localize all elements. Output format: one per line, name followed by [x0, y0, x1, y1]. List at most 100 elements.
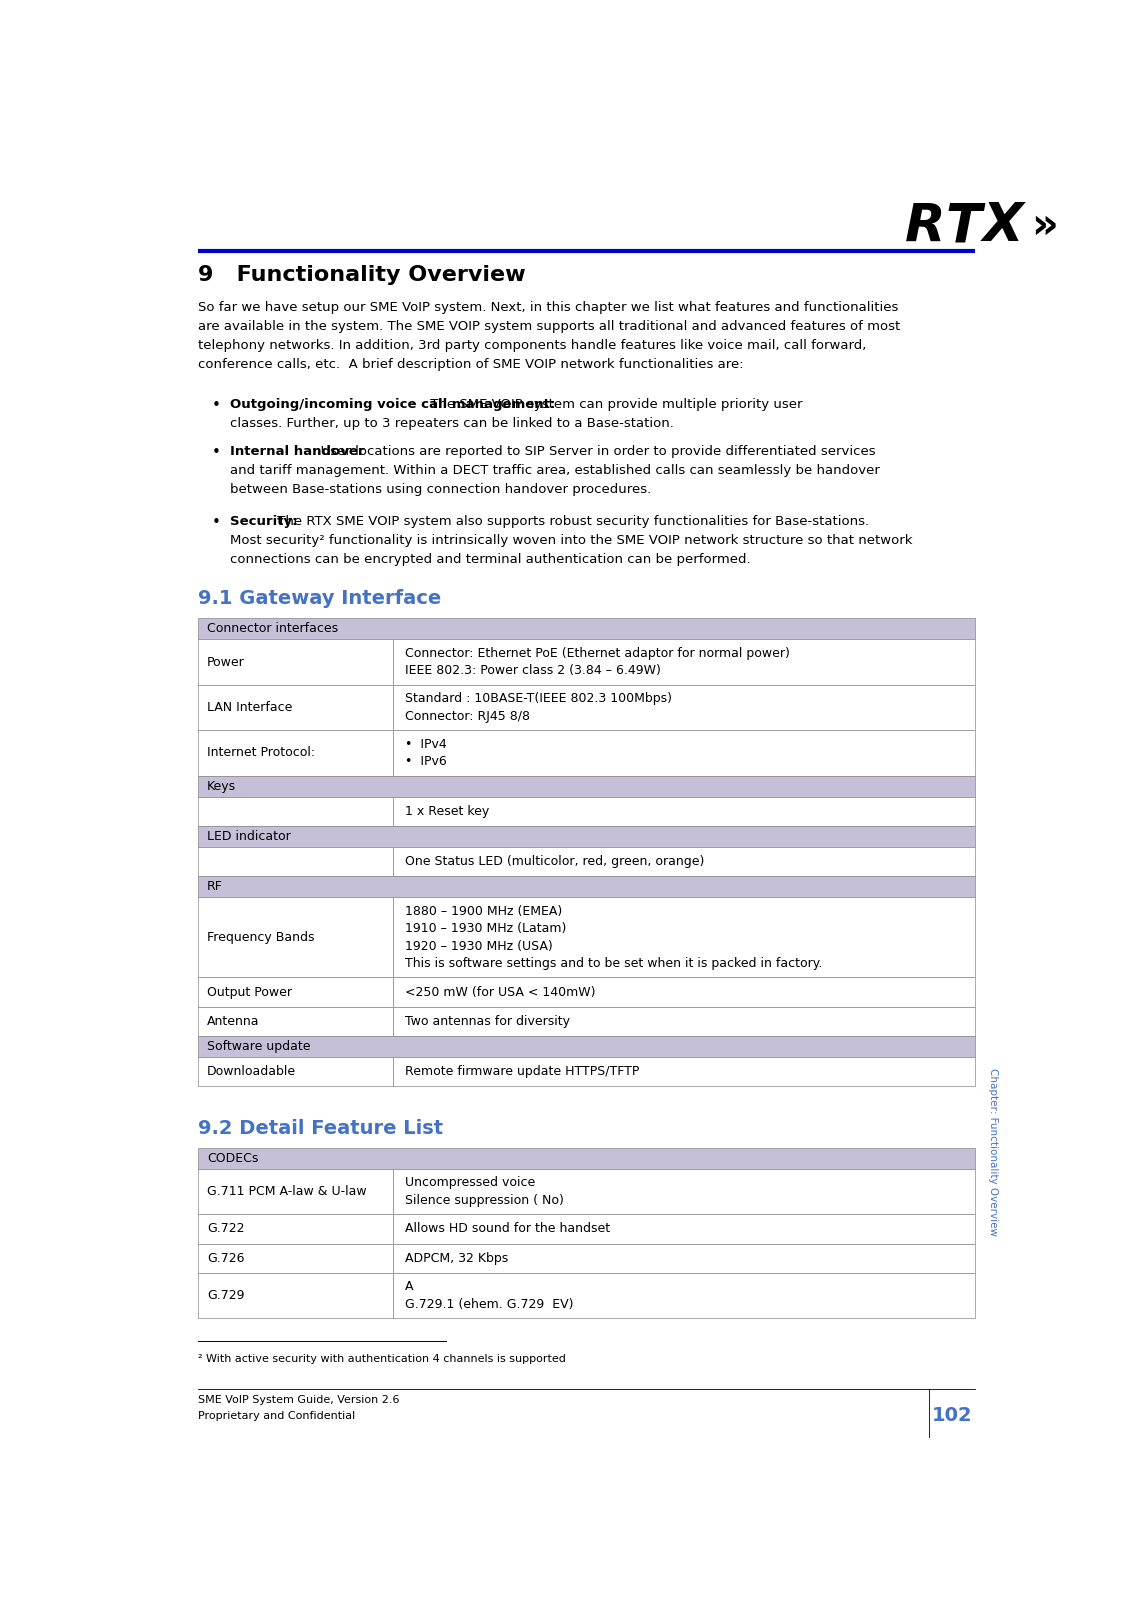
Bar	[393, 977, 975, 1006]
Text: Power: Power	[207, 656, 245, 669]
Text: Uncompressed voice: Uncompressed voice	[404, 1177, 535, 1190]
Text: RF: RF	[207, 880, 222, 893]
Bar	[197, 1006, 393, 1035]
Bar	[197, 898, 393, 977]
Text: 1880 – 1900 MHz (EMEA): 1880 – 1900 MHz (EMEA)	[404, 906, 562, 919]
Text: Connector: RJ45 8/8: Connector: RJ45 8/8	[404, 709, 530, 722]
Bar	[393, 1214, 975, 1243]
Bar	[393, 1057, 975, 1086]
Text: 102: 102	[932, 1406, 972, 1425]
Text: One Status LED (multicolor, red, green, orange): One Status LED (multicolor, red, green, …	[404, 855, 704, 868]
Bar	[393, 1006, 975, 1035]
Bar	[393, 797, 975, 826]
Bar	[393, 1243, 975, 1272]
Text: G.729.1 (ehem. G.729  EV): G.729.1 (ehem. G.729 EV)	[404, 1298, 573, 1311]
Text: Internet Protocol:: Internet Protocol:	[207, 747, 316, 760]
Bar	[197, 847, 393, 876]
Bar	[197, 1243, 393, 1272]
Text: 9.2 Detail Feature List: 9.2 Detail Feature List	[197, 1118, 443, 1138]
Text: G.722: G.722	[207, 1222, 244, 1235]
Text: Downloadable: Downloadable	[207, 1065, 296, 1078]
Text: Keys: Keys	[207, 779, 236, 792]
Bar	[393, 1169, 975, 1214]
Bar	[393, 685, 975, 730]
Text: conference calls, etc.  A brief description of SME VOIP network functionalities : conference calls, etc. A brief descripti…	[197, 357, 743, 370]
Text: Silence suppression ( No): Silence suppression ( No)	[404, 1195, 563, 1208]
Text: Chapter: Functionality Overview: Chapter: Functionality Overview	[987, 1068, 998, 1235]
Text: 1920 – 1930 MHz (USA): 1920 – 1930 MHz (USA)	[404, 940, 553, 953]
Text: R: R	[906, 200, 945, 252]
Text: telephony networks. In addition, 3rd party components handle features like voice: telephony networks. In addition, 3rd par…	[197, 339, 866, 352]
Text: Proprietary and Confidential: Proprietary and Confidential	[197, 1410, 355, 1420]
Text: This is software settings and to be set when it is packed in factory.: This is software settings and to be set …	[404, 958, 822, 971]
Text: Standard : 10BASE-T(IEEE 802.3 100Mbps): Standard : 10BASE-T(IEEE 802.3 100Mbps)	[404, 693, 672, 706]
Text: So far we have setup our SME VoIP system. Next, in this chapter we list what fea: So far we have setup our SME VoIP system…	[197, 300, 898, 313]
Text: A: A	[404, 1281, 413, 1294]
Text: »: »	[1031, 206, 1058, 247]
Bar	[393, 1272, 975, 1318]
Bar	[393, 898, 975, 977]
Text: are available in the system. The SME VOIP system supports all traditional and ad: are available in the system. The SME VOI…	[197, 320, 900, 333]
Text: •: •	[211, 516, 220, 531]
Text: Most security² functionality is intrinsically woven into the SME VOIP network st: Most security² functionality is intrinsi…	[230, 534, 913, 547]
Text: Connector interfaces: Connector interfaces	[207, 622, 338, 635]
Text: •: •	[211, 398, 220, 412]
Text: Allows HD sound for the handset: Allows HD sound for the handset	[404, 1222, 609, 1235]
Text: 1910 – 1930 MHz (Latam): 1910 – 1930 MHz (Latam)	[404, 922, 566, 935]
Text: 1 x Reset key: 1 x Reset key	[404, 805, 489, 818]
Text: Two antennas for diversity: Two antennas for diversity	[404, 1014, 570, 1027]
Bar	[393, 730, 975, 776]
Text: The RTX SME VOIP system also supports robust security functionalities for Base-s: The RTX SME VOIP system also supports ro…	[274, 516, 869, 529]
Text: •  IPv6: • IPv6	[404, 755, 446, 768]
Text: G.729: G.729	[207, 1289, 244, 1302]
Text: G.726: G.726	[207, 1251, 244, 1264]
Text: Antenna: Antenna	[207, 1014, 260, 1027]
Bar	[197, 1035, 975, 1057]
Text: ADPCM, 32 Kbps: ADPCM, 32 Kbps	[404, 1251, 507, 1264]
Text: CODECs: CODECs	[207, 1152, 259, 1165]
Text: connections can be encrypted and terminal authentication can be performed.: connections can be encrypted and termina…	[230, 553, 751, 566]
Text: SME VoIP System Guide, Version 2.6: SME VoIP System Guide, Version 2.6	[197, 1396, 400, 1406]
Text: ² With active security with authentication 4 channels is supported: ² With active security with authenticati…	[197, 1354, 565, 1363]
Text: 9   Functionality Overview: 9 Functionality Overview	[197, 265, 526, 284]
Bar	[197, 1272, 393, 1318]
Bar	[197, 776, 975, 797]
Text: T: T	[945, 200, 982, 252]
Bar	[197, 797, 393, 826]
Bar	[197, 826, 975, 847]
Bar	[197, 977, 393, 1006]
Bar	[197, 1057, 393, 1086]
Text: X: X	[983, 200, 1024, 252]
Text: : User locations are reported to SIP Server in order to provide differentiated s: : User locations are reported to SIP Ser…	[312, 445, 875, 458]
Bar	[197, 618, 975, 639]
Text: Internal handover: Internal handover	[230, 445, 364, 458]
Text: Software update: Software update	[207, 1040, 311, 1053]
Text: LAN Interface: LAN Interface	[207, 701, 293, 714]
Text: Security:: Security:	[230, 516, 297, 529]
Text: classes. Further, up to 3 repeaters can be linked to a Base-station.: classes. Further, up to 3 repeaters can …	[230, 417, 674, 430]
Bar	[197, 639, 393, 685]
Text: G.711 PCM A-law & U-law: G.711 PCM A-law & U-law	[207, 1185, 367, 1198]
Bar	[393, 639, 975, 685]
Text: Output Power: Output Power	[207, 985, 292, 998]
Text: <250 mW (for USA < 140mW): <250 mW (for USA < 140mW)	[404, 985, 595, 998]
Bar	[197, 730, 393, 776]
Text: Outgoing/incoming voice call management:: Outgoing/incoming voice call management:	[230, 398, 555, 411]
Bar	[393, 847, 975, 876]
Text: Connector: Ethernet PoE (Ethernet adaptor for normal power): Connector: Ethernet PoE (Ethernet adapto…	[404, 648, 790, 661]
Text: and tariff management. Within a DECT traffic area, established calls can seamles: and tariff management. Within a DECT tra…	[230, 464, 880, 477]
Bar	[197, 1169, 393, 1214]
Text: between Base-stations using connection handover procedures.: between Base-stations using connection h…	[230, 482, 651, 495]
Text: •: •	[211, 445, 220, 459]
Text: The SME VOIP system can provide multiple priority user: The SME VOIP system can provide multiple…	[426, 398, 802, 411]
Bar	[197, 1214, 393, 1243]
Bar	[197, 876, 975, 898]
Text: Frequency Bands: Frequency Bands	[207, 932, 314, 945]
Text: Remote firmware update HTTPS/TFTP: Remote firmware update HTTPS/TFTP	[404, 1065, 639, 1078]
Bar	[197, 685, 393, 730]
Text: IEEE 802.3: Power class 2 (3.84 – 6.49W): IEEE 802.3: Power class 2 (3.84 – 6.49W)	[404, 664, 661, 677]
Text: 9.1 Gateway Interface: 9.1 Gateway Interface	[197, 589, 440, 609]
Text: LED indicator: LED indicator	[207, 829, 291, 842]
Text: •  IPv4: • IPv4	[404, 738, 446, 751]
Bar	[197, 1147, 975, 1169]
